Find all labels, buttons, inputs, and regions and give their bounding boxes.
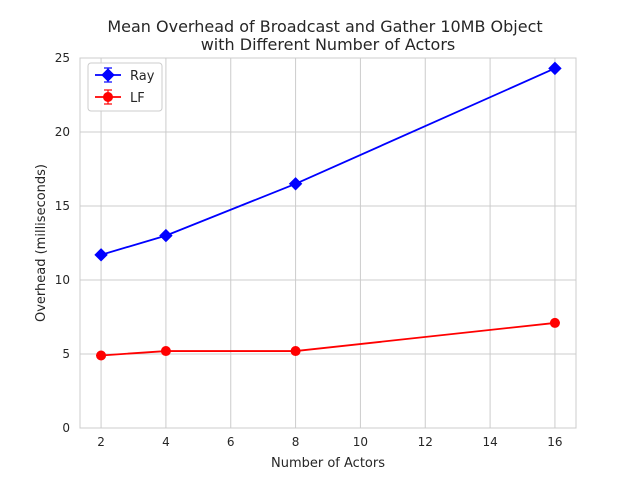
data-point-ray (548, 61, 562, 76)
series-line-ray (100, 67, 556, 256)
series-line-lf (101, 322, 556, 357)
x-tick-label: 4 (162, 435, 170, 449)
data-point-lf (160, 346, 171, 357)
data-point-ray (94, 248, 108, 262)
series-layer (94, 61, 562, 361)
data-point-lf (549, 317, 560, 328)
data-point-ray (288, 177, 303, 191)
data-point-lf (96, 350, 107, 361)
chart-title-line-2: with Different Number of Actors (201, 35, 456, 54)
legend-marker-lf (103, 92, 113, 102)
y-tick-labels: 0 5 10 15 20 25 (55, 51, 70, 435)
x-tick-label: 8 (292, 435, 300, 449)
x-axis-label: Number of Actors (271, 456, 385, 471)
y-tick-label: 5 (62, 347, 70, 361)
y-tick-label: 20 (55, 125, 70, 139)
series-ray (94, 61, 562, 262)
legend-marker-ray (101, 68, 115, 82)
chart-title-line-1: Mean Overhead of Broadcast and Gather 10… (107, 17, 542, 36)
x-tick-label: 6 (227, 435, 235, 449)
x-tick-label: 14 (482, 435, 497, 449)
data-point-ray (159, 228, 173, 243)
legend-label-lf: LF (130, 91, 145, 106)
y-axis-label: Overhead (milliseconds) (34, 164, 49, 322)
series-lf (96, 317, 560, 361)
legend: Ray LF (87, 62, 163, 112)
data-point-lf (290, 346, 301, 357)
plot-frame (79, 57, 577, 429)
x-tick-label: 16 (547, 435, 562, 449)
y-tick-label: 25 (55, 51, 70, 65)
plot-background (80, 58, 576, 428)
x-tick-label: 12 (418, 435, 433, 449)
y-tick-label: 10 (55, 273, 70, 287)
x-tick-label: 2 (97, 435, 105, 449)
axes (79, 57, 577, 429)
x-tick-label: 10 (353, 435, 368, 449)
x-tick-labels: 2 4 6 8 10 12 14 16 (97, 435, 562, 449)
y-tick-label: 0 (62, 421, 70, 435)
legend-label-ray: Ray (130, 69, 155, 84)
y-tick-label: 15 (55, 199, 70, 213)
